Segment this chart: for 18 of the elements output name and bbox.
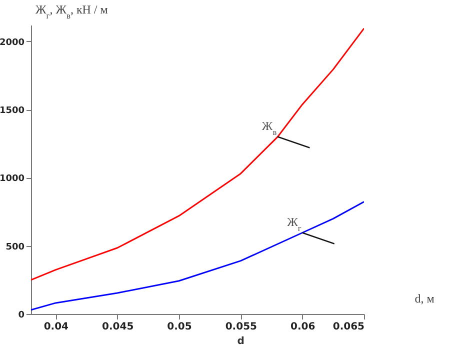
- y-tick-label: 1500: [0, 106, 24, 116]
- annotation: Ж$_{г}$: [287, 214, 302, 232]
- x-tick-label: 0.06: [290, 322, 316, 332]
- y-tick-label: 0: [18, 310, 24, 320]
- x-tick-label: 0.04: [44, 322, 69, 332]
- y-tick-label: 1000: [0, 174, 24, 184]
- y-tick-label: 500: [6, 242, 24, 252]
- x-axis-title: d, м: [414, 292, 435, 306]
- line-series: [31, 201, 364, 311]
- line-series: [31, 28, 364, 281]
- y-tick-label: 2000: [0, 38, 24, 48]
- x-tick-label: 0.065: [332, 322, 365, 332]
- x-tick-label: 0.045: [102, 322, 134, 332]
- x-tick-label: 0.055: [225, 322, 258, 332]
- x-tick-label: 0.05: [167, 322, 192, 332]
- text: d: [237, 336, 244, 347]
- y-axis-title: Ж$_{г}$, Ж$_{в}$, кН / м: [36, 2, 108, 20]
- annotation: Ж$_{в}$: [262, 118, 277, 136]
